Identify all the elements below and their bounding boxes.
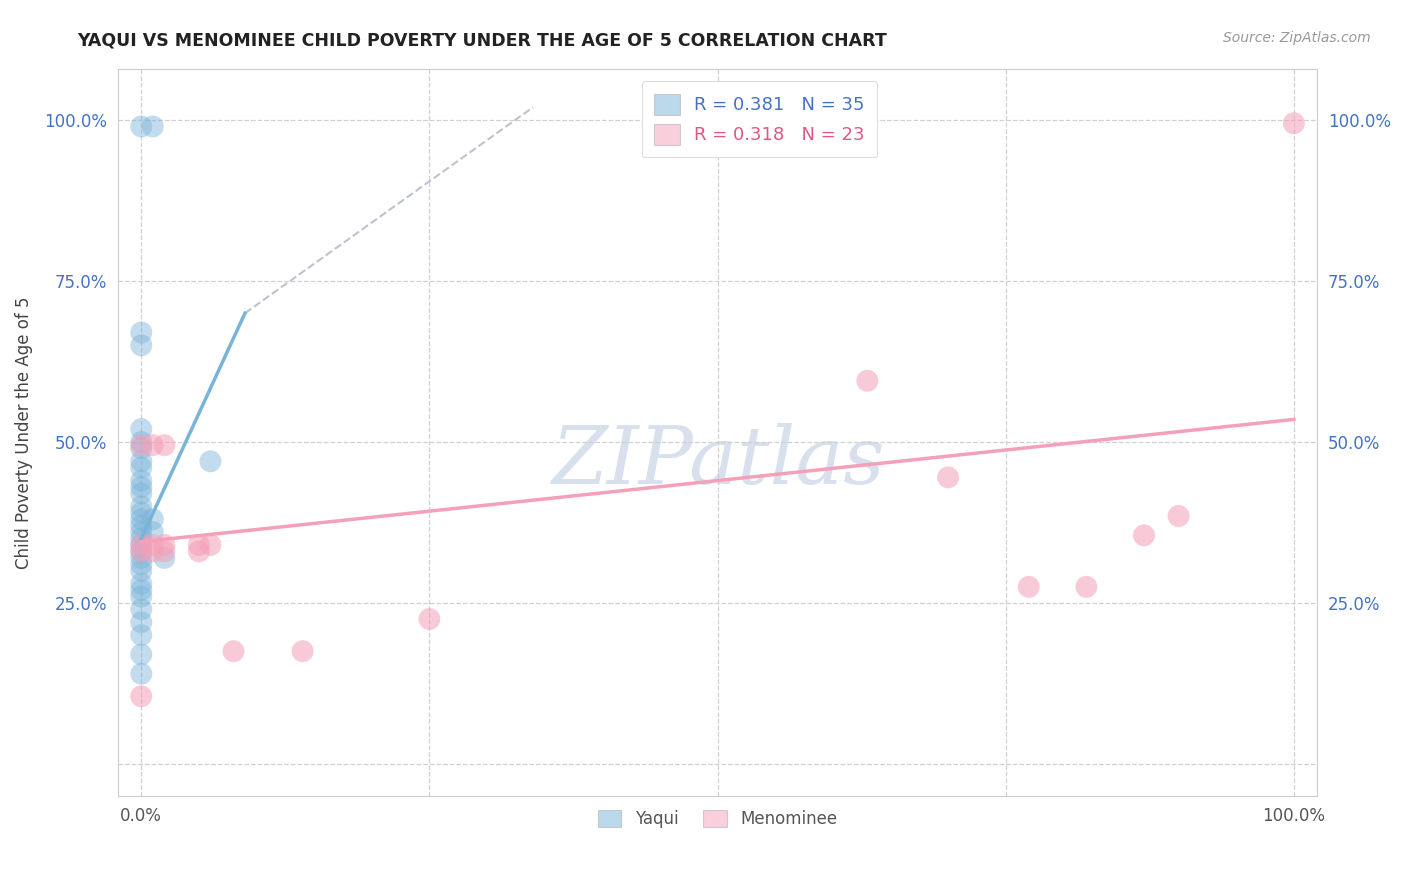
Point xyxy=(129,512,152,526)
Point xyxy=(1167,508,1189,523)
Point xyxy=(129,648,152,662)
Point xyxy=(200,454,222,468)
Point xyxy=(1076,580,1098,594)
Point xyxy=(142,120,165,134)
Point xyxy=(129,434,152,449)
Point xyxy=(187,544,209,558)
Point xyxy=(129,615,152,630)
Point xyxy=(129,525,152,540)
Point xyxy=(153,538,176,552)
Point xyxy=(129,338,152,352)
Point xyxy=(1282,116,1305,130)
Point xyxy=(1133,528,1156,542)
Point xyxy=(129,474,152,488)
Point xyxy=(129,454,152,468)
Point xyxy=(129,480,152,494)
Point xyxy=(129,538,152,552)
Text: ZIPatlas: ZIPatlas xyxy=(551,423,884,500)
Point xyxy=(129,422,152,436)
Point xyxy=(129,590,152,604)
Point xyxy=(129,442,152,456)
Point xyxy=(187,538,209,552)
Point xyxy=(142,538,165,552)
Point xyxy=(129,486,152,500)
Point xyxy=(153,550,176,565)
Point xyxy=(142,525,165,540)
Point xyxy=(200,538,222,552)
Point xyxy=(129,532,152,546)
Point xyxy=(291,644,314,658)
Point xyxy=(129,690,152,704)
Point xyxy=(129,506,152,520)
Point xyxy=(129,564,152,578)
Point xyxy=(129,326,152,340)
Point xyxy=(129,582,152,597)
Point xyxy=(129,120,152,134)
Point xyxy=(142,512,165,526)
Point xyxy=(129,460,152,475)
Point xyxy=(936,470,959,484)
Text: YAQUI VS MENOMINEE CHILD POVERTY UNDER THE AGE OF 5 CORRELATION CHART: YAQUI VS MENOMINEE CHILD POVERTY UNDER T… xyxy=(77,31,887,49)
Point xyxy=(129,628,152,642)
Point xyxy=(153,544,176,558)
Point xyxy=(129,544,152,558)
Point xyxy=(129,550,152,565)
Point xyxy=(153,438,176,452)
Point xyxy=(129,666,152,681)
Point xyxy=(856,374,879,388)
Legend: Yaqui, Menominee: Yaqui, Menominee xyxy=(592,804,844,835)
Point xyxy=(142,438,165,452)
Y-axis label: Child Poverty Under the Age of 5: Child Poverty Under the Age of 5 xyxy=(15,296,32,568)
Point xyxy=(222,644,245,658)
Text: Source: ZipAtlas.com: Source: ZipAtlas.com xyxy=(1223,31,1371,45)
Point xyxy=(418,612,440,626)
Point xyxy=(142,544,165,558)
Point xyxy=(129,518,152,533)
Point xyxy=(129,500,152,514)
Point xyxy=(129,544,152,558)
Point xyxy=(129,538,152,552)
Point xyxy=(129,602,152,616)
Point xyxy=(129,558,152,572)
Point xyxy=(129,438,152,452)
Point xyxy=(1018,580,1040,594)
Point xyxy=(129,576,152,591)
